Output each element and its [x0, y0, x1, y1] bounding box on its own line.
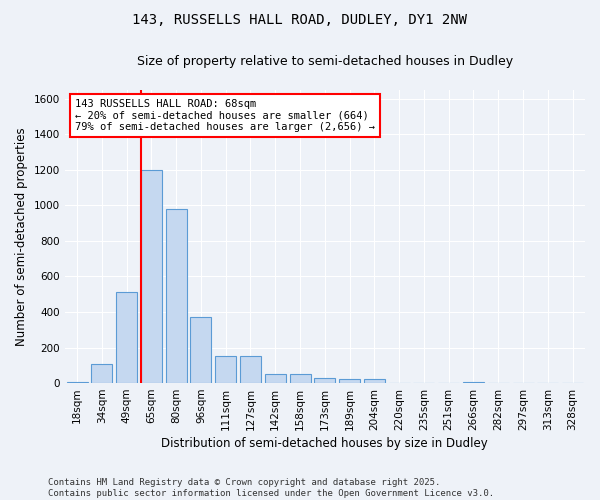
Bar — [290, 374, 311, 383]
Bar — [240, 356, 261, 383]
Bar — [67, 382, 88, 383]
Bar — [141, 170, 162, 383]
Bar — [116, 292, 137, 383]
Y-axis label: Number of semi-detached properties: Number of semi-detached properties — [15, 127, 28, 346]
X-axis label: Distribution of semi-detached houses by size in Dudley: Distribution of semi-detached houses by … — [161, 437, 488, 450]
Bar — [339, 378, 360, 383]
Text: Contains HM Land Registry data © Crown copyright and database right 2025.
Contai: Contains HM Land Registry data © Crown c… — [48, 478, 494, 498]
Title: Size of property relative to semi-detached houses in Dudley: Size of property relative to semi-detach… — [137, 55, 513, 68]
Bar — [215, 356, 236, 383]
Bar — [190, 318, 211, 383]
Bar — [265, 374, 286, 383]
Bar — [364, 378, 385, 383]
Bar — [166, 209, 187, 383]
Bar — [91, 364, 112, 383]
Bar — [463, 382, 484, 383]
Bar — [562, 382, 583, 383]
Text: 143 RUSSELLS HALL ROAD: 68sqm
← 20% of semi-detached houses are smaller (664)
79: 143 RUSSELLS HALL ROAD: 68sqm ← 20% of s… — [75, 99, 375, 132]
Bar — [314, 378, 335, 383]
Text: 143, RUSSELLS HALL ROAD, DUDLEY, DY1 2NW: 143, RUSSELLS HALL ROAD, DUDLEY, DY1 2NW — [133, 12, 467, 26]
